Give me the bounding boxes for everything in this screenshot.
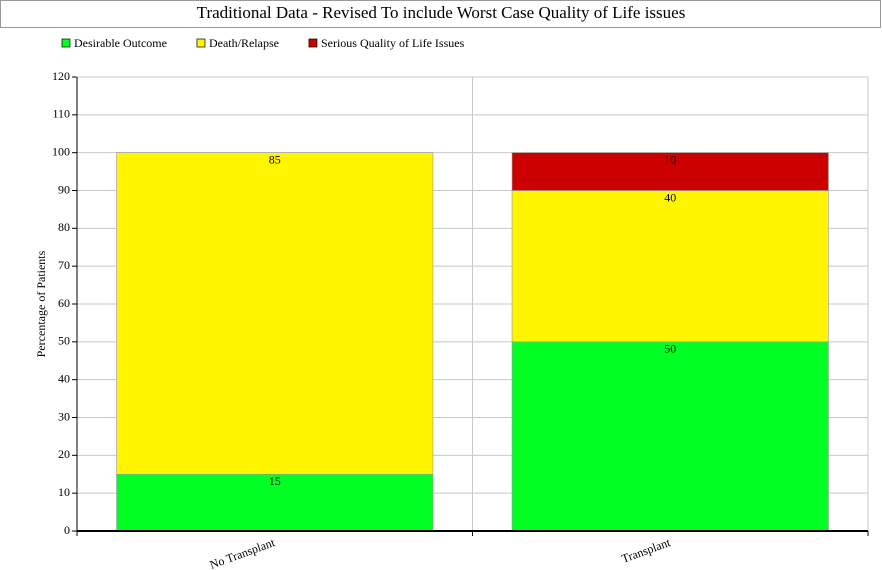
y-tick-label: 80 [58,220,70,234]
chart-title: Traditional Data - Revised To include Wo… [197,3,686,22]
y-axis-label: Percentage of Patients [34,250,48,357]
x-tick-label: No Transplant [208,535,278,570]
bar-segment [511,152,829,191]
y-tick-label: 50 [58,334,70,348]
legend-swatch [196,38,206,48]
y-tick-label: 30 [58,409,70,423]
title-bar [0,0,881,28]
legend-swatch [61,38,71,48]
y-tick-label: 110 [52,107,70,121]
y-tick-label: 100 [52,144,70,158]
y-tick-label: 20 [58,447,70,461]
legend-label: Serious Quality of Life Issues [321,36,465,50]
bar-segment [116,473,434,532]
legend-label: Death/Relapse [209,36,279,50]
bar-segment [511,190,829,343]
data-label: 50 [664,342,676,356]
legend-label: Desirable Outcome [74,36,167,50]
bar-segment [511,341,829,532]
legend-swatch [308,38,318,48]
bar-segment [116,152,434,475]
data-label: 40 [664,190,676,204]
data-label: 15 [269,474,281,488]
data-label: 85 [269,152,281,166]
y-tick-label: 40 [58,371,70,385]
y-tick-label: 70 [58,258,70,272]
legend: Desirable Outcome Death/Relapse Serious Qu… [61,36,465,50]
y-tick-label: 0 [64,523,70,537]
y-tick-label: 60 [58,296,70,310]
y-tick-label: 10 [58,485,70,499]
y-tick-label: 120 [52,69,70,83]
x-tick-label: Transplant [620,535,673,566]
y-tick-label: 90 [58,182,70,196]
data-label: 10 [664,152,676,166]
